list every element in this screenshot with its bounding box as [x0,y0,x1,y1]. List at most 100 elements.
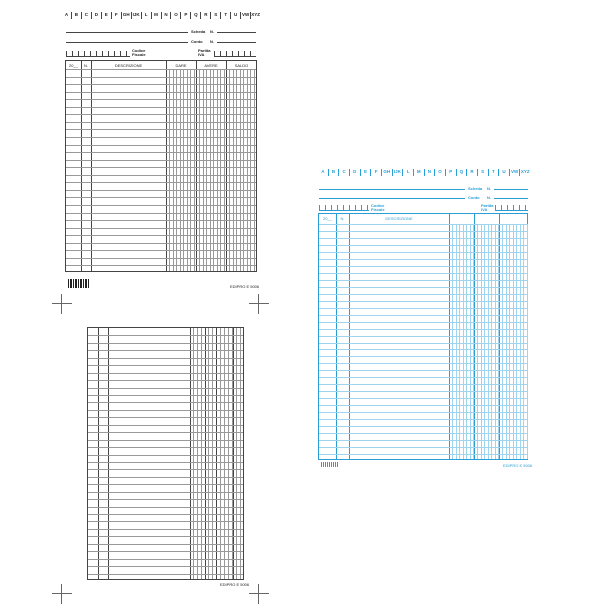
letter-index[interactable]: L [403,169,414,176]
letter-index[interactable]: T [489,169,500,176]
table-row [319,377,527,379]
table-row [66,212,256,214]
letter-index[interactable]: O [171,12,182,19]
partita-iva-label-blue: Partita IVA [481,203,494,212]
conto-line [66,42,188,43]
letter-index[interactable]: O [435,169,446,176]
table-row [88,558,243,560]
letter-index[interactable]: R [201,12,212,19]
letter-index[interactable]: D [350,169,361,176]
digit-divider [509,224,510,459]
letter-index[interactable]: C [82,12,92,19]
table-row [319,251,527,253]
partita-iva-boxes[interactable] [214,51,256,57]
digit-divider [193,69,195,271]
letter-index[interactable]: C [339,169,350,176]
letter-index[interactable]: U [231,12,242,19]
table-row [319,412,527,414]
letter-index[interactable]: IJK [132,12,142,19]
letter-index[interactable]: VW [510,169,521,176]
letter-index[interactable]: L [142,12,152,19]
column-divider [233,328,234,579]
letter-index[interactable]: N [425,169,436,176]
crop-mark [52,294,72,314]
scheda-label: Scheda [191,29,206,34]
table-row [88,514,243,516]
table-row [66,76,256,78]
table-row [66,121,256,123]
letter-index[interactable]: GH [122,12,132,19]
letter-index[interactable]: Q [191,12,202,19]
scheda-number-line-blue[interactable] [494,189,528,190]
brand-code: EDIPRO E 5006 [230,284,260,289]
digit-divider [202,69,204,271]
letter-index[interactable]: M [414,169,425,176]
table-row [88,409,243,411]
table-row [319,419,527,421]
letter-index[interactable]: U [499,169,510,176]
table-row [88,499,243,501]
digit-divider [228,328,229,579]
column-header: AVERE [204,63,218,68]
letter-index[interactable]: Q [457,169,468,176]
letter-index[interactable]: T [221,12,232,19]
letter-index[interactable]: XYZ [520,169,530,174]
digit-divider [498,224,499,459]
digit-divider [469,224,471,459]
table-row [88,536,243,538]
table-row [319,293,527,295]
digit-divider [477,224,478,459]
table-row [88,424,243,426]
letter-index[interactable]: A [62,12,72,19]
letter-index[interactable]: D [92,12,102,19]
letter-index[interactable]: P [446,169,457,176]
letter-index[interactable]: B [72,12,82,19]
table-row [319,405,527,407]
partita-iva-boxes-blue[interactable] [495,205,528,211]
letter-index[interactable]: M [152,12,162,19]
partita-iva-label: Partita IVA [198,48,211,57]
digit-divider [186,69,188,271]
letter-index[interactable]: IJK [393,169,404,176]
letter-index[interactable]: S [478,169,489,176]
letter-index[interactable]: A [318,169,329,176]
digit-divider [220,328,221,579]
conto-n-label-blue: N. [487,195,491,200]
brand-code-back: EDIPRO E 5006 [220,582,250,587]
letter-index[interactable]: E [102,12,112,19]
column-divider [108,328,109,579]
table-row [88,551,243,553]
digit-divider [183,69,184,271]
letter-index[interactable]: XYZ [251,12,260,17]
codice-fiscale-boxes[interactable] [66,51,130,57]
conto-number-line-blue[interactable] [494,198,528,199]
letter-index[interactable]: E [361,169,372,176]
digit-divider [220,69,221,271]
digit-divider [523,224,524,459]
scheda-line-blue [319,189,465,190]
scheda-n-label-blue: N. [487,186,491,191]
column-divider [81,61,82,271]
conto-number-line[interactable] [217,42,256,43]
letter-index[interactable]: P [181,12,192,19]
letter-index[interactable]: F [112,12,122,19]
letter-index[interactable]: R [467,169,478,176]
alphabet-index: A B C D E F GH IJK L M N O P Q R S T U VW XYZ [62,12,260,19]
digit-divider [512,224,514,459]
codice-fiscale-boxes-blue[interactable] [319,205,369,211]
letter-index[interactable]: VW [242,12,252,19]
table-row [319,300,527,302]
table-row [319,244,527,246]
table-row [88,484,243,486]
letter-index[interactable]: B [329,169,340,176]
letter-index[interactable]: GH [382,169,393,176]
scheda-number-line[interactable] [217,32,256,33]
table-row [66,242,256,244]
table-row [88,491,243,493]
table-row [88,365,243,367]
digit-divider [480,224,482,459]
column-header: N. [340,216,345,221]
letter-index[interactable]: N [162,12,172,19]
letter-index[interactable]: F [371,169,382,176]
letter-index[interactable]: S [211,12,222,19]
